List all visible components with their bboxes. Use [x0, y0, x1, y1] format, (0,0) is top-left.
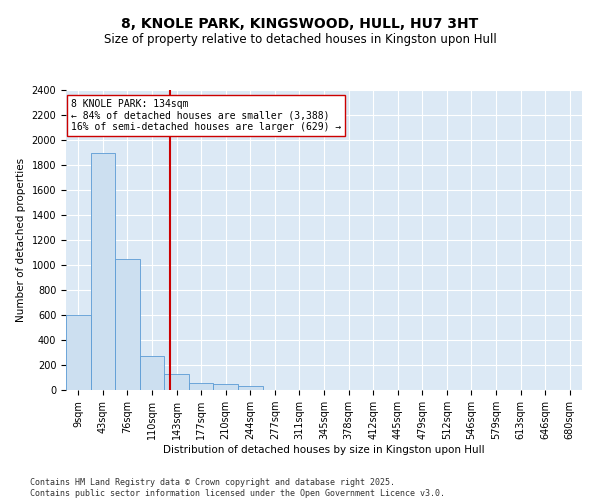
Text: 8 KNOLE PARK: 134sqm
← 84% of detached houses are smaller (3,388)
16% of semi-de: 8 KNOLE PARK: 134sqm ← 84% of detached h… — [71, 99, 341, 132]
Bar — [238, 386, 263, 390]
X-axis label: Distribution of detached houses by size in Kingston upon Hull: Distribution of detached houses by size … — [163, 445, 485, 455]
Text: Contains HM Land Registry data © Crown copyright and database right 2025.
Contai: Contains HM Land Registry data © Crown c… — [30, 478, 445, 498]
Bar — [140, 356, 164, 390]
Text: 8, KNOLE PARK, KINGSWOOD, HULL, HU7 3HT: 8, KNOLE PARK, KINGSWOOD, HULL, HU7 3HT — [121, 18, 479, 32]
Bar — [164, 374, 189, 390]
Bar — [189, 382, 214, 390]
Bar — [214, 384, 238, 390]
Bar — [91, 152, 115, 390]
Text: Size of property relative to detached houses in Kingston upon Hull: Size of property relative to detached ho… — [104, 32, 496, 46]
Y-axis label: Number of detached properties: Number of detached properties — [16, 158, 26, 322]
Bar — [115, 259, 140, 390]
Bar — [66, 315, 91, 390]
